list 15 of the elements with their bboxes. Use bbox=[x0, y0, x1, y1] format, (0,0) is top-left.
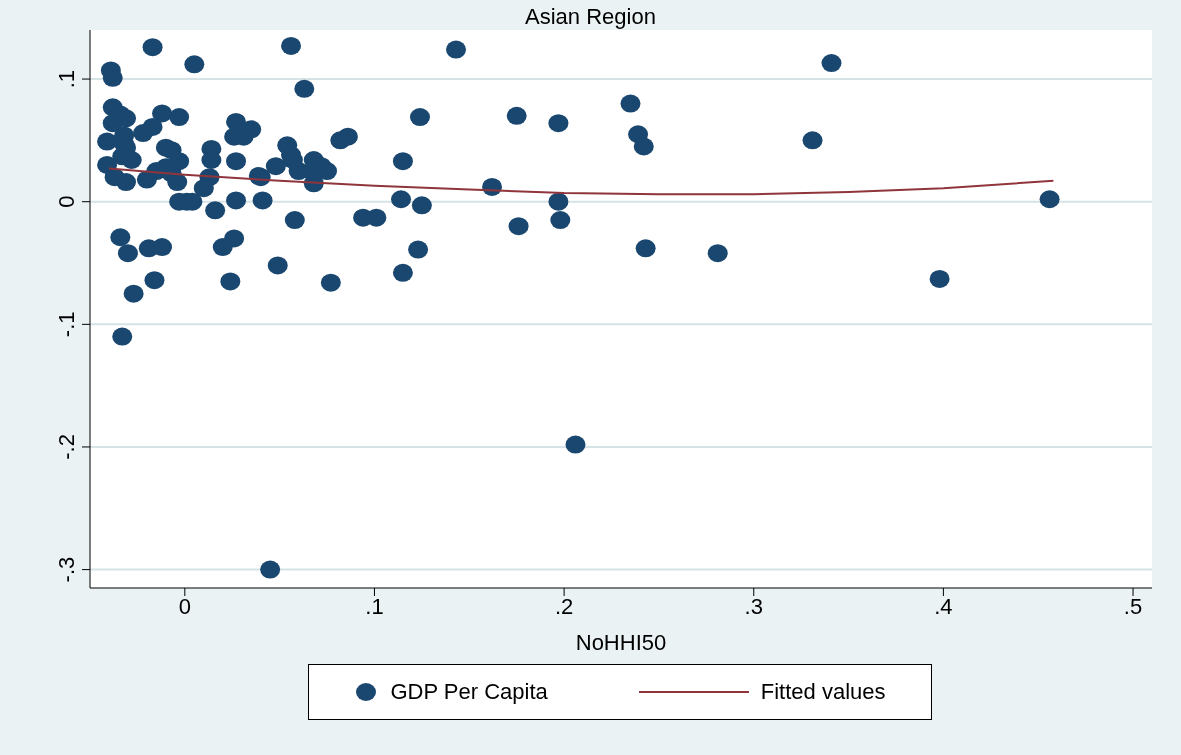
x-tick-label: .4 bbox=[934, 593, 953, 619]
x-tick-label: .1 bbox=[365, 593, 384, 619]
x-tick-label: .3 bbox=[744, 593, 763, 619]
legend-label: Fitted values bbox=[760, 679, 886, 705]
y-tick-label: -.2 bbox=[54, 434, 79, 460]
x-tick-label: 0 bbox=[178, 593, 191, 619]
legend-label: GDP Per Capita bbox=[390, 679, 548, 705]
x-axis-title: NoHHI50 bbox=[575, 630, 667, 655]
x-tick-label: .2 bbox=[554, 593, 574, 619]
x-tick-label: .5 bbox=[1123, 593, 1143, 619]
y-tick-label: -.1 bbox=[54, 311, 79, 338]
y-tick-label: 0 bbox=[54, 195, 79, 208]
chart-title: Asian Region bbox=[524, 4, 657, 30]
y-tick-label: -.3 bbox=[54, 556, 79, 583]
y-tick-label: .1 bbox=[54, 69, 79, 89]
